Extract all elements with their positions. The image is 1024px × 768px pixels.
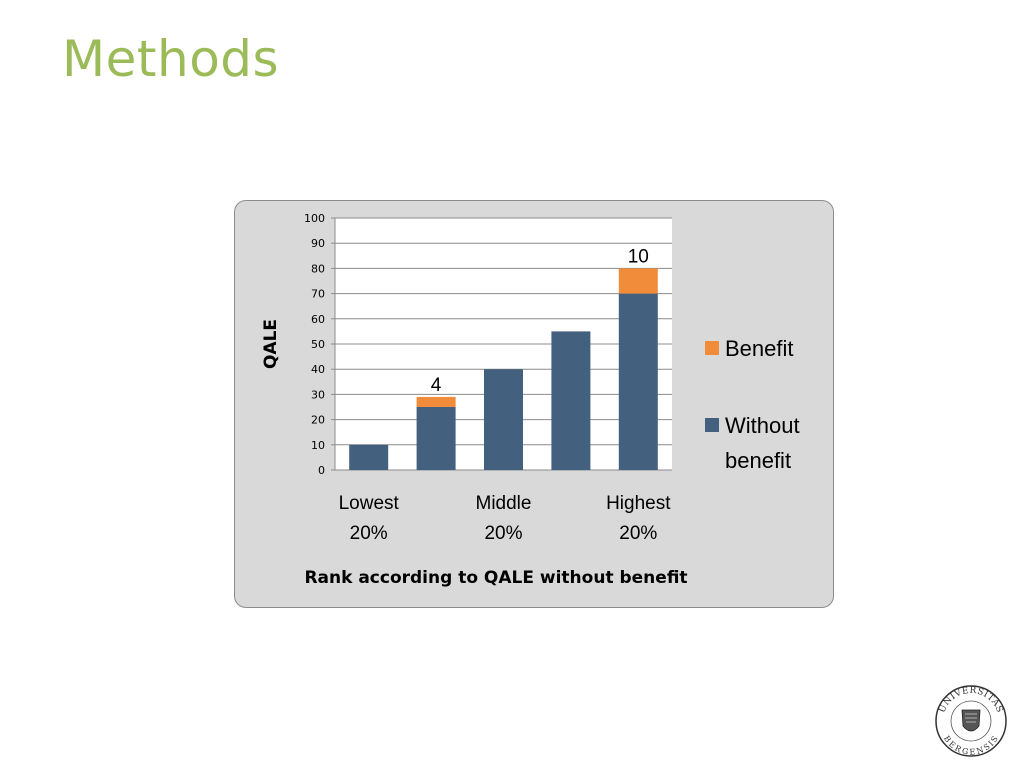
y-tick-label: 100	[304, 212, 325, 225]
legend-label-without-benefit: Without	[725, 413, 800, 438]
y-tick-label: 30	[311, 388, 325, 401]
y-axis-title: QALE	[261, 319, 281, 369]
y-tick-label: 80	[311, 262, 325, 275]
x-category-label: 20%	[484, 523, 522, 544]
y-tick-label: 20	[311, 414, 325, 427]
bar-without-benefit	[551, 331, 591, 470]
bar-without-benefit	[349, 444, 389, 470]
x-axis-title: Rank according to QALE without benefit	[304, 568, 687, 588]
bar-benefit	[618, 268, 658, 294]
x-category-label: 20%	[350, 523, 388, 544]
bar-without-benefit	[484, 369, 523, 470]
x-category-label: 20%	[619, 523, 657, 544]
y-tick-label: 40	[311, 363, 325, 376]
y-tick-label: 50	[311, 338, 325, 351]
data-label: 4	[431, 375, 442, 396]
legend-swatch-without-benefit	[705, 418, 719, 432]
data-label: 10	[628, 246, 649, 267]
y-tick-label: 70	[311, 288, 325, 301]
slide-title: Methods	[62, 30, 280, 88]
y-tick-label: 60	[311, 313, 325, 326]
x-category-label: Middle	[476, 493, 532, 514]
bar-without-benefit	[416, 407, 456, 470]
y-tick-label: 90	[311, 237, 325, 250]
bar-without-benefit	[618, 293, 658, 470]
x-category-label: Lowest	[339, 493, 400, 514]
legend-label-without-benefit: benefit	[725, 448, 791, 473]
x-category-label: Highest	[606, 493, 671, 514]
legend-swatch-benefit	[705, 341, 719, 355]
bar-benefit	[416, 396, 456, 407]
chart-container: 0 10 20 30 40 50 60 70 80 90 100 Lowest 20% 4 Middle 20…	[234, 200, 834, 608]
university-seal-icon: UNIVERSITAS BERGENSIS	[935, 685, 1007, 757]
y-tick-label: 0	[318, 464, 325, 477]
legend-label-benefit: Benefit	[725, 336, 794, 361]
bar-chart: 0 10 20 30 40 50 60 70 80 90 100 Lowest 20% 4 Middle 20…	[261, 212, 800, 588]
y-tick-label: 10	[311, 439, 325, 452]
